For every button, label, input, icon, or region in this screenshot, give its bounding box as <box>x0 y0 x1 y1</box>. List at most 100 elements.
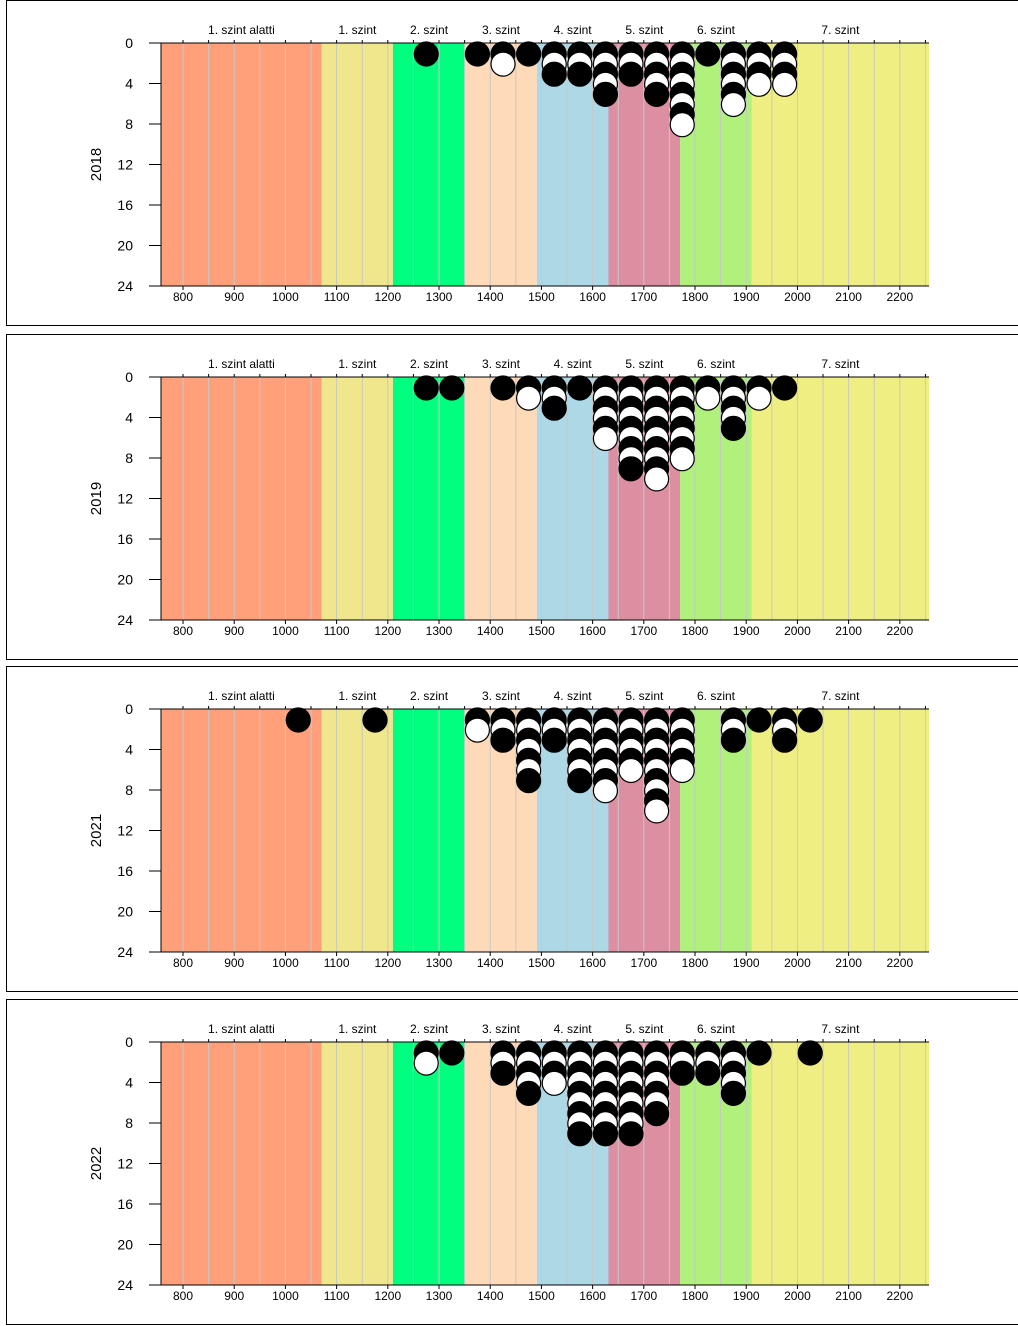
x-tick-label: 800 <box>173 956 193 970</box>
data-dot <box>720 727 747 753</box>
data-dot <box>644 798 670 824</box>
x-tick-label: 800 <box>173 290 193 304</box>
data-dot <box>720 1080 747 1107</box>
data-dot <box>669 112 695 138</box>
x-tick-label: 1200 <box>374 624 401 638</box>
level-band <box>392 1042 466 1285</box>
data-dot <box>516 1080 542 1107</box>
data-dot <box>516 385 542 411</box>
level-label: 1. szint alatti <box>208 1022 275 1036</box>
x-tick-label: 2100 <box>835 1289 862 1303</box>
level-label: 2. szint <box>410 1022 449 1036</box>
data-dot <box>439 1040 465 1066</box>
level-label: 3. szint <box>482 357 521 371</box>
data-dot <box>746 1040 772 1066</box>
y-tick-label: 20 <box>117 572 133 588</box>
level-label: 7. szint <box>821 1022 860 1036</box>
data-dot <box>746 71 772 97</box>
data-dot <box>516 41 542 67</box>
level-label: 4. szint <box>554 689 593 703</box>
y-tick-label: 8 <box>125 1115 133 1131</box>
data-dot <box>669 1060 695 1086</box>
data-dot <box>490 1060 516 1086</box>
x-tick-label: 1000 <box>272 956 299 970</box>
y-tick-label: 24 <box>117 278 133 294</box>
level-label: 6. szint <box>697 23 736 37</box>
x-tick-label: 2200 <box>886 290 913 304</box>
level-label: 3. szint <box>482 23 521 37</box>
y-tick-label: 12 <box>117 491 133 507</box>
data-dot <box>797 1040 823 1066</box>
data-dot <box>797 707 823 733</box>
chart-panel-2019: 1. szint alatti 1. szint 2. szint 3. szint 4… <box>6 334 1018 660</box>
y-tick-label: 20 <box>117 1237 133 1253</box>
data-dot <box>413 1050 439 1076</box>
data-dot <box>592 778 619 804</box>
level-label: 3. szint <box>482 1022 521 1036</box>
data-dot <box>567 375 593 401</box>
x-tick-label: 1000 <box>272 1289 299 1303</box>
y-tick-label: 0 <box>125 369 133 385</box>
y-tick-label: 4 <box>125 76 133 92</box>
y-tick-label: 12 <box>117 1156 133 1172</box>
level-band <box>465 377 537 620</box>
data-dot <box>464 717 491 743</box>
data-dot <box>746 707 772 733</box>
x-tick-label: 1500 <box>528 290 555 304</box>
x-tick-label: 1700 <box>630 290 657 304</box>
chart-svg-2022: 1. szint alatti 1. szint 2. szint 3. szint 4… <box>88 1022 929 1303</box>
x-tick-label: 900 <box>224 290 244 304</box>
y-tick-label: 4 <box>125 410 133 426</box>
x-tick-label: 1100 <box>324 1289 350 1303</box>
level-label: 6. szint <box>697 357 736 371</box>
level-band <box>392 377 466 620</box>
level-band <box>161 1042 322 1285</box>
x-tick-label: 1000 <box>272 624 299 638</box>
level-label: 1. szint <box>338 23 377 37</box>
y-tick-label: 16 <box>117 531 133 547</box>
data-dot <box>746 385 772 411</box>
y-tick-label: 24 <box>117 612 133 628</box>
level-label: 5. szint <box>625 357 664 371</box>
x-tick-label: 1600 <box>579 290 606 304</box>
data-dot <box>285 707 311 733</box>
level-band <box>465 43 537 286</box>
level-label: 1. szint alatti <box>208 689 275 703</box>
level-band <box>751 1042 929 1285</box>
x-tick-label: 1400 <box>477 1289 504 1303</box>
x-tick-label: 1800 <box>682 290 709 304</box>
level-label: 7. szint <box>821 23 860 37</box>
level-label: 1. szint <box>338 357 377 371</box>
level-label: 1. szint <box>338 1022 377 1036</box>
data-dot <box>618 61 644 87</box>
data-dot <box>644 1100 670 1127</box>
level-band <box>161 377 322 620</box>
x-tick-label: 1200 <box>374 956 401 970</box>
level-label: 1. szint alatti <box>208 357 275 371</box>
y-tick-label: 24 <box>117 1277 133 1293</box>
level-label: 6. szint <box>697 689 736 703</box>
y-tick-label: 8 <box>125 782 133 798</box>
data-dot <box>695 385 721 411</box>
level-label: 2. szint <box>410 689 449 703</box>
x-tick-label: 1600 <box>579 956 606 970</box>
x-tick-label: 1400 <box>477 624 504 638</box>
y-tick-label: 4 <box>125 1075 133 1091</box>
y-tick-label: 0 <box>125 1034 133 1050</box>
y-tick-label: 20 <box>117 238 133 254</box>
data-dot <box>644 466 670 492</box>
level-label: 5. szint <box>625 23 664 37</box>
data-dot <box>695 41 721 67</box>
year-label: 2022 <box>88 1147 105 1180</box>
level-label: 1. szint <box>338 689 377 703</box>
level-band <box>321 377 393 620</box>
x-tick-label: 2200 <box>886 1289 913 1303</box>
level-band <box>161 43 322 286</box>
x-tick-label: 900 <box>224 624 244 638</box>
x-tick-label: 1900 <box>733 1289 760 1303</box>
y-tick-label: 4 <box>125 742 133 758</box>
level-label: 1. szint alatti <box>208 23 275 37</box>
data-dot <box>720 415 747 442</box>
x-tick-label: 1500 <box>528 1289 555 1303</box>
y-tick-label: 24 <box>117 944 133 960</box>
